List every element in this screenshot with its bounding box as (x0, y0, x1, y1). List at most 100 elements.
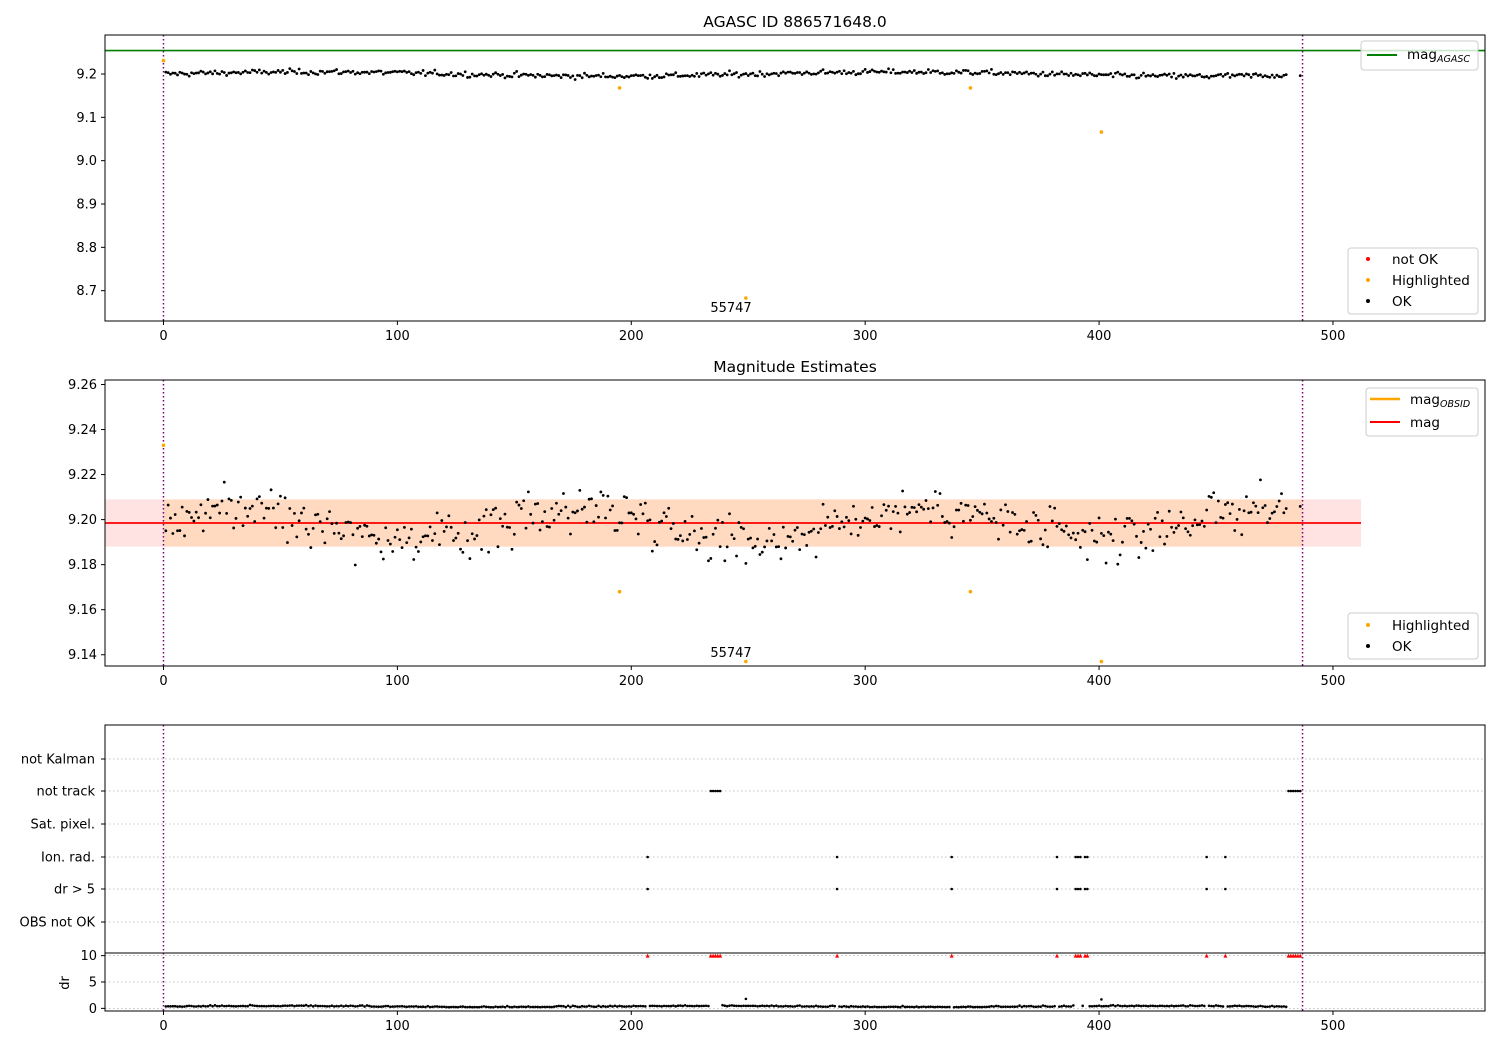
ok-point (545, 73, 549, 76)
dr-point (330, 1004, 334, 1008)
ok-point (183, 72, 186, 76)
dr-point (1242, 1005, 1246, 1008)
ok-point (629, 511, 633, 515)
dr-point (571, 1004, 575, 1008)
dr-point (541, 1005, 544, 1009)
dr-point (1280, 1005, 1283, 1008)
ok-point (246, 71, 250, 74)
ok-point (1121, 73, 1124, 77)
ok-point (716, 518, 720, 522)
ok-point (809, 72, 813, 76)
ok-point (835, 515, 839, 518)
dr-point (1137, 1004, 1141, 1008)
dr-point (180, 1005, 184, 1008)
ok-point (377, 537, 381, 541)
ok-point (770, 72, 774, 76)
ok-point (571, 74, 575, 78)
dr-point (440, 1005, 444, 1009)
ok-point (737, 521, 741, 524)
x-tick-label: 200 (619, 674, 644, 689)
ok-point (410, 527, 413, 531)
ok-point (370, 70, 374, 73)
dr-point (517, 1005, 521, 1009)
ok-point (496, 72, 500, 76)
ok-point (417, 70, 420, 74)
dr-point (297, 1004, 301, 1007)
ok-point (508, 526, 512, 529)
dr-point (377, 1005, 380, 1009)
ok-point (262, 516, 266, 520)
dr-point (222, 1004, 226, 1008)
ok-point (452, 74, 455, 78)
ok-point (276, 69, 280, 72)
dr-point (1022, 1004, 1026, 1008)
ok-point (1118, 553, 1122, 557)
ok-point (353, 563, 357, 567)
dr-point (929, 1005, 932, 1009)
flag-point (718, 789, 722, 793)
panel2-legend-top[interactable]: magOBSID mag (1365, 387, 1479, 437)
dr-point (491, 1006, 495, 1009)
ok-point (891, 68, 895, 72)
ok-point (1022, 528, 1026, 532)
ok-point (718, 545, 722, 549)
ok-point (931, 69, 935, 73)
dr-point (807, 1005, 811, 1008)
panel1-legend-top[interactable]: magAGASC (1360, 40, 1479, 71)
ok-point (1057, 72, 1061, 76)
ok-point (257, 68, 261, 72)
ok-point (255, 497, 259, 501)
ok-point (330, 69, 334, 73)
ok-point (388, 70, 392, 74)
ok-point (302, 506, 306, 510)
dr-point (513, 1005, 516, 1008)
dr-point (1270, 1004, 1274, 1008)
ok-point (1114, 71, 1117, 75)
ok-point (854, 73, 858, 77)
dr-point (805, 1004, 808, 1008)
ok-point (218, 72, 222, 76)
highlighted-point (161, 58, 166, 63)
dr-point (379, 1005, 383, 1008)
dr-point (337, 1004, 341, 1008)
y-tick-label: 9.20 (68, 513, 97, 528)
ok-point (604, 75, 607, 79)
dr-point (192, 1005, 196, 1008)
ok-point (431, 539, 434, 542)
ok-point (243, 506, 247, 510)
dr-flagged-marker (1078, 953, 1083, 958)
dr-point (445, 1005, 448, 1009)
ok-point (194, 510, 198, 514)
ok-point (772, 533, 776, 536)
panel1-annotation: 55747 (710, 301, 751, 316)
ok-point (1252, 501, 1255, 505)
ok-point (463, 521, 467, 524)
ok-point (957, 508, 961, 512)
ok-point (433, 532, 437, 536)
ok-point (543, 75, 547, 79)
x-tick-label: 400 (1087, 329, 1112, 344)
dr-point (901, 1004, 904, 1008)
ok-point (482, 514, 486, 518)
ok-point (309, 546, 313, 549)
panel1-legend-bottom[interactable]: not OK Highlighted OK (1347, 247, 1479, 315)
panel2-legend-bottom[interactable]: Highlighted OK (1347, 612, 1479, 660)
ok-point (1284, 73, 1288, 76)
dr-point (1004, 1005, 1007, 1008)
flag-label: not track (36, 785, 95, 800)
ok-point (239, 72, 243, 76)
dr-point (1121, 1004, 1124, 1008)
dr-point (758, 1004, 762, 1008)
dr-point (587, 1004, 591, 1008)
dr-point (187, 1004, 191, 1008)
highlighted-point (617, 86, 622, 90)
ok-point (1092, 539, 1096, 543)
ok-point (805, 70, 809, 74)
legend2-highlighted: Highlighted (1392, 618, 1470, 634)
ok-point (543, 510, 547, 514)
ok-point (335, 521, 338, 525)
dr-point (494, 1005, 497, 1008)
ok-point (1032, 511, 1035, 514)
ok-point (386, 71, 390, 74)
ok-point (929, 71, 933, 74)
